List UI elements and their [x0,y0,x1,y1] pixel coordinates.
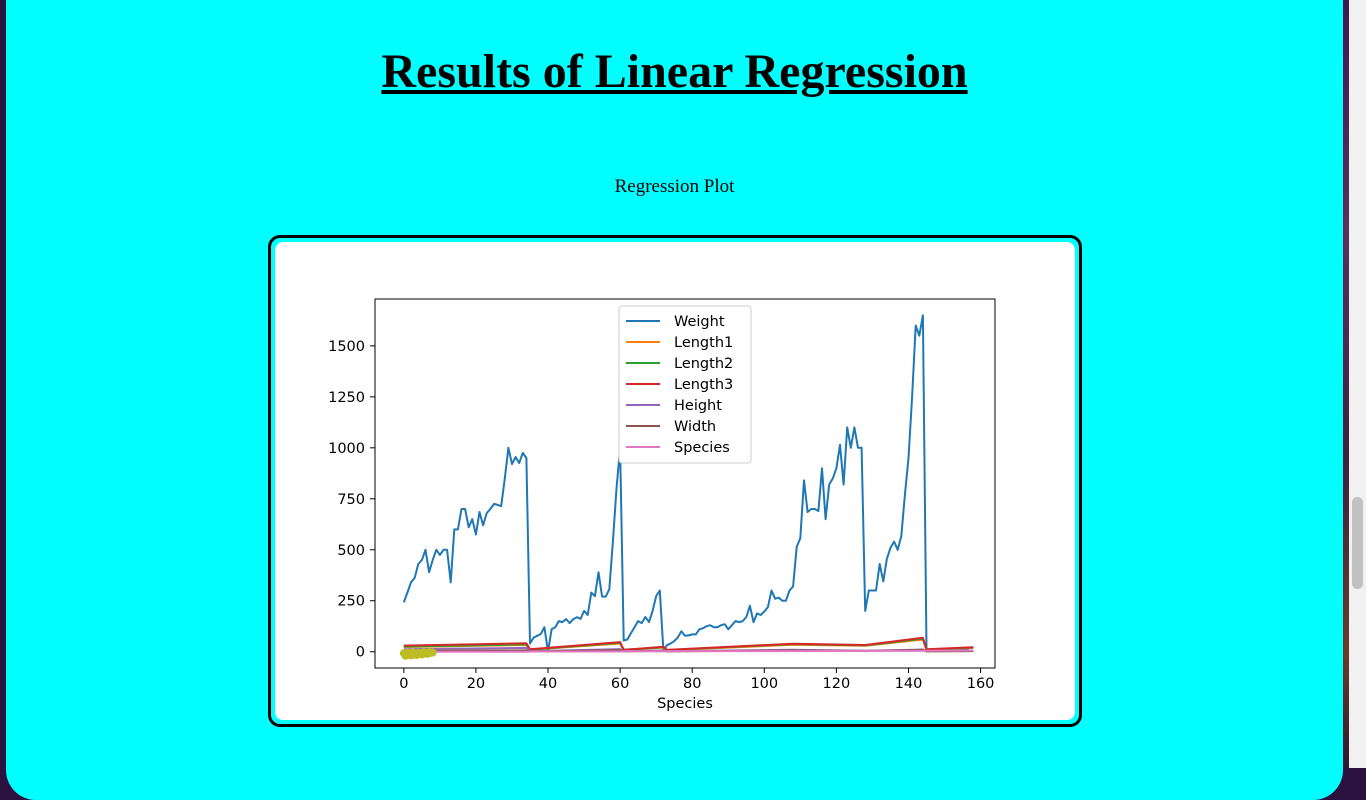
legend-label: Height [674,398,722,414]
x-tick-label: 100 [750,676,778,692]
x-tick-label: 80 [683,676,701,692]
vertical-scrollbar[interactable] [1349,0,1366,768]
legend-label: Length1 [674,335,733,351]
scrollbar-thumb[interactable] [1352,497,1363,589]
plot-axes-frame [374,298,996,669]
legend-label: Length3 [674,377,733,393]
regression-point [428,648,437,657]
regression-chart: 0 20 40 60 80 100 120 140 160 0 250 500 750 1000 1250 1… [328,298,996,712]
x-axis-label: Species [657,696,713,712]
y-tick-label: 1500 [328,339,365,355]
legend-label: Width [674,419,716,435]
x-tick-label: 20 [467,676,485,692]
series-line-species [403,649,974,653]
x-tick-label: 160 [967,676,995,692]
x-tick-label: 40 [539,676,557,692]
y-tick-label: 250 [337,594,365,610]
page-title: Results of Linear Regression [381,45,968,98]
legend-box [618,305,752,464]
plot-caption: Regression Plot [614,176,735,197]
x-tick-label: 60 [611,676,629,692]
x-tick-label: 0 [399,676,408,692]
y-tick-label: 750 [337,492,365,508]
legend-label: Weight [674,314,725,330]
series-line-length3 [403,636,974,651]
x-tick-label: 140 [895,676,923,692]
plot-frame: 0 20 40 60 80 100 120 140 160 0 250 500 750 1000 1250 1… [268,235,1082,727]
y-tick-label: 500 [337,543,365,559]
y-tick-label: 1250 [328,390,365,406]
x-tick-label: 120 [823,676,851,692]
y-tick-label: 1000 [328,441,365,457]
legend-label: Species [674,440,730,456]
plot-area: 0 20 40 60 80 100 120 140 160 0 250 500 750 1000 1250 1… [275,242,1075,720]
series-line-weight [402,314,974,653]
y-tick-label: 0 [356,645,365,661]
legend-label: Length2 [674,356,733,372]
